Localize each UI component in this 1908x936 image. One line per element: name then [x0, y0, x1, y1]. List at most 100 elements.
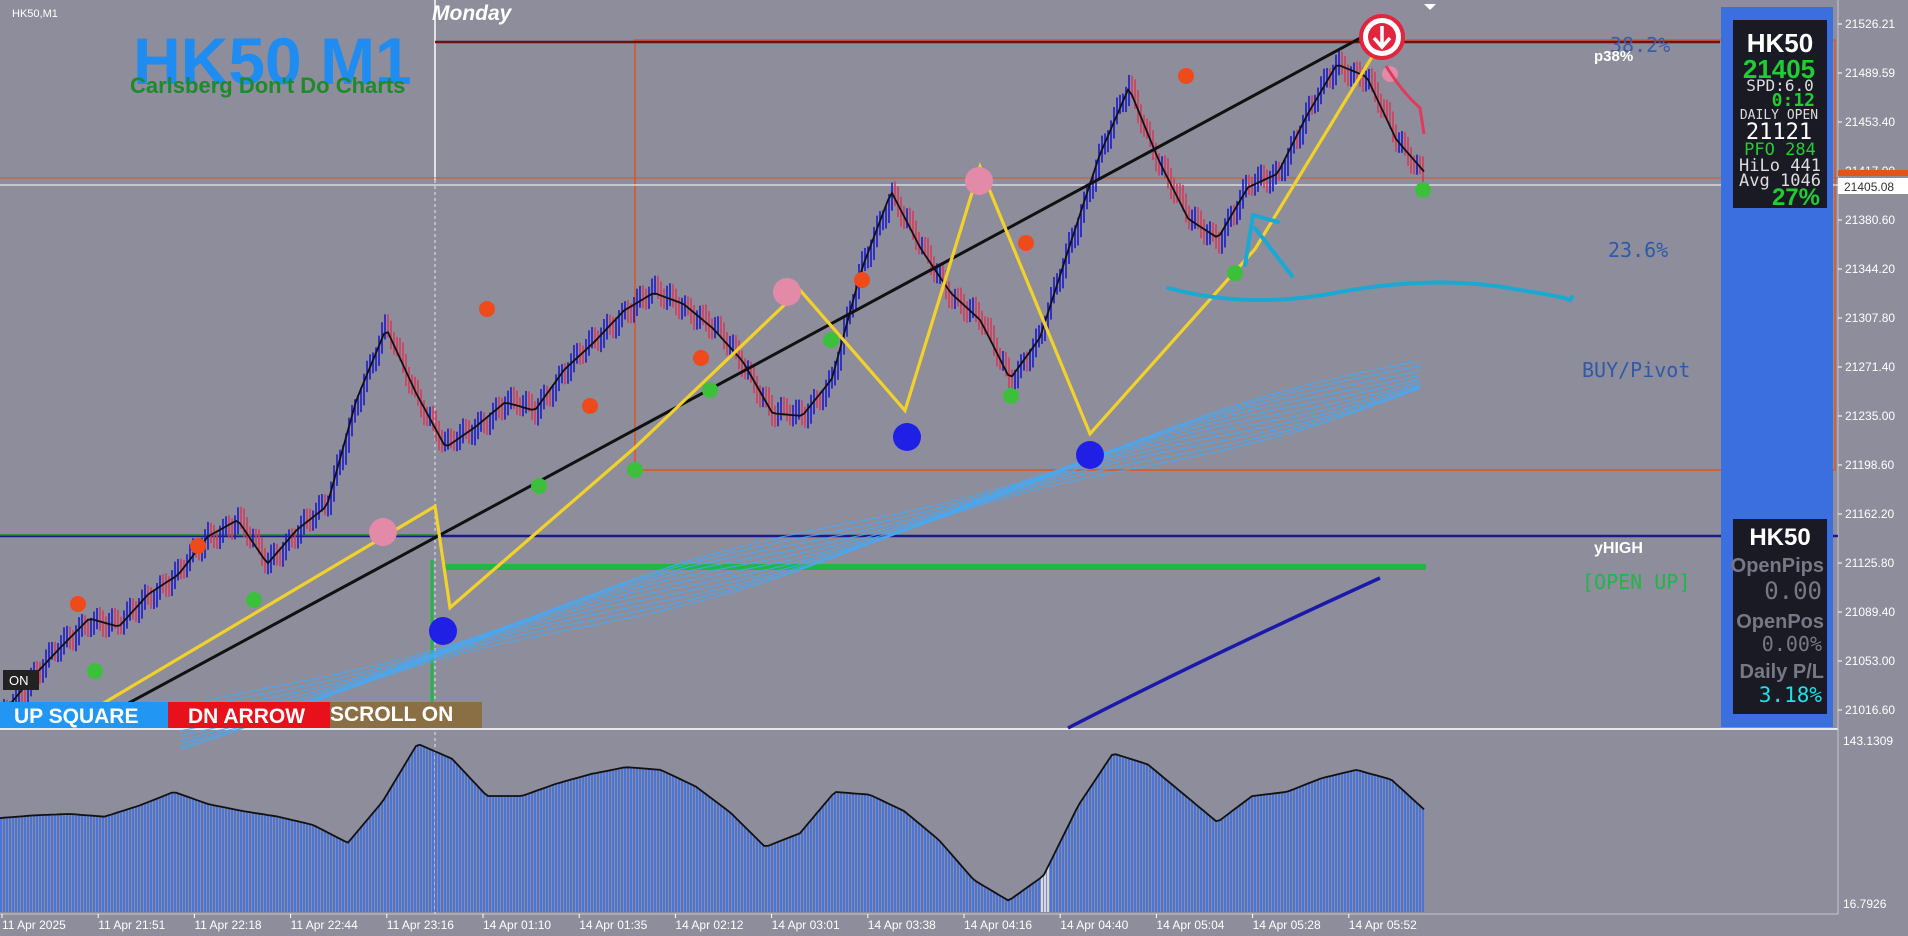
ma-ribbon-line — [179, 387, 1421, 748]
pivot-high-marker — [369, 518, 397, 546]
price-axis: 21526.2121489.5921453.4021417.0021380.60… — [1838, 17, 1895, 717]
svg-text:SCROLL ON: SCROLL ON — [330, 703, 453, 726]
swing-low-marker — [627, 462, 643, 478]
up-square-button[interactable]: UP SQUARE — [0, 702, 168, 728]
price-tick-label: 21489.59 — [1845, 66, 1895, 80]
price-tick-label: 21198.60 — [1845, 458, 1894, 472]
swing-markers — [70, 66, 1431, 679]
ma-ribbon-line — [179, 386, 1421, 745]
info-panel: HK50 21405 SPD:6.0 0:12 DAILY OPEN 21121… — [1733, 20, 1827, 211]
time-tick-label: 14 Apr 05:28 — [1253, 918, 1321, 932]
info-timer: 0:12 — [1772, 90, 1815, 111]
cyan-drawing-curve — [1166, 280, 1574, 303]
info-avg: Avg 1046 — [1739, 171, 1821, 191]
price-tick-label: 21235.00 — [1845, 409, 1895, 423]
swing-low-marker — [823, 332, 839, 348]
oscillator-line — [0, 743, 1425, 902]
swing-high-marker — [582, 398, 598, 414]
yhigh-label: yHIGH — [1594, 540, 1643, 557]
ma-ribbon-line — [179, 370, 1421, 717]
pivot-low-marker — [893, 423, 921, 451]
dn-arrow-button[interactable]: DN ARROW — [168, 702, 330, 728]
swing-low-marker — [702, 382, 718, 398]
pos-open-pips-label: OpenPips — [1731, 555, 1824, 577]
zigzag-line — [79, 42, 1382, 719]
pos-open-pos-label: OpenPos — [1736, 611, 1824, 633]
time-tick-label: 14 Apr 03:38 — [868, 918, 936, 932]
swing-high-marker — [190, 538, 206, 554]
time-tick-label: 14 Apr 04:40 — [1060, 918, 1128, 932]
fib-236-label: 23.6% — [1608, 238, 1668, 262]
trendline — [89, 28, 1376, 726]
on-toggle-button[interactable]: ON — [3, 670, 39, 690]
time-tick-label: 11 Apr 2025 — [2, 918, 66, 932]
time-tick-label: 11 Apr 21:51 — [98, 918, 165, 932]
trend-lines — [79, 28, 1382, 726]
info-symbol: HK50 — [1747, 28, 1813, 58]
pivot-low-marker — [1076, 441, 1104, 469]
scroll-on-button[interactable]: SCROLL ON — [330, 702, 482, 728]
pivot-low-marker — [429, 617, 457, 645]
pos-daily-pl-label: Daily P/L — [1740, 661, 1824, 683]
swing-low-marker — [531, 478, 547, 494]
ma-ribbon — [179, 360, 1421, 751]
pivot-high-marker — [965, 167, 993, 195]
swing-low-marker — [246, 592, 262, 608]
info-daily-open: 21121 — [1746, 120, 1812, 145]
info-pfo: PFO 284 — [1744, 140, 1816, 160]
range-box — [634, 39, 1836, 471]
price-tick-label: 21307.80 — [1845, 311, 1895, 325]
price-tick-label: 21453.40 — [1845, 115, 1895, 129]
symbol-tf-label: HK50,M1 — [12, 8, 58, 20]
p38-label: p38% — [1594, 48, 1633, 65]
swing-low-marker — [1415, 182, 1431, 198]
oscillator-histogram — [0, 743, 1425, 912]
smoothed-price-line — [0, 64, 1425, 718]
candles — [0, 50, 1425, 727]
info-spread: SPD:6.0 — [1746, 76, 1813, 95]
price-tick-label: 21162.20 — [1845, 507, 1894, 521]
info-daily-open-label: DAILY OPEN — [1740, 108, 1818, 123]
price-scale-bg — [1838, 0, 1908, 936]
svg-text:21405.08: 21405.08 — [1844, 180, 1894, 194]
day-label: Monday — [432, 2, 513, 25]
time-tick-label: 14 Apr 04:16 — [964, 918, 1032, 932]
time-axis: 11 Apr 2025 11 Apr 21:51 11 Apr 22:18 11 Ap… — [1, 914, 1417, 932]
info-hilo: HiLo 441 — [1739, 156, 1821, 176]
pos-open-pips: 0.00 — [1764, 577, 1822, 605]
osc-max-label: 143.1309 — [1843, 734, 1893, 748]
swing-high-marker — [693, 350, 709, 366]
price-tick-label: 21053.00 — [1845, 654, 1895, 668]
slow-ma-line — [1067, 576, 1381, 730]
ma-ribbon-line — [179, 387, 1421, 751]
open-up-label: [OPEN UP] — [1582, 570, 1690, 594]
pos-daily-pl: 3.18% — [1759, 683, 1823, 707]
price-tick-label: 21016.60 — [1845, 703, 1895, 717]
svg-text:UP SQUARE: UP SQUARE — [14, 705, 138, 728]
price-tick-label: 21125.80 — [1845, 556, 1894, 570]
price-tick-label: 21089.40 — [1845, 605, 1895, 619]
swing-high-marker — [70, 596, 86, 612]
swing-low-marker — [1227, 265, 1243, 281]
swing-low-marker — [1003, 388, 1019, 404]
time-tick-label: 11 Apr 23:16 — [387, 918, 454, 932]
chart-subtitle: Carlsberg Don't Do Charts — [130, 73, 405, 98]
ma-ribbon-line — [179, 374, 1421, 722]
pos-symbol: HK50 — [1749, 524, 1810, 551]
time-tick-label: 11 Apr 22:18 — [194, 918, 261, 932]
swing-high-marker — [854, 272, 870, 288]
time-tick-label: 14 Apr 02:12 — [675, 918, 743, 932]
ma-ribbon-line — [179, 378, 1421, 727]
pivot-high-marker — [773, 278, 801, 306]
time-tick-label: 11 Apr 22:44 — [291, 918, 358, 932]
pos-open-pos: 0.00% — [1762, 632, 1822, 656]
red-drawing-hook — [1384, 65, 1426, 135]
time-tick-label: 14 Apr 03:01 — [772, 918, 840, 932]
position-panel: HK50 OpenPips 0.00 OpenPos 0.00% Daily P… — [1731, 519, 1827, 714]
buy-pivot-label: BUY/Pivot — [1582, 358, 1690, 382]
cyan-drawing-hook — [1243, 212, 1294, 278]
time-tick-label: 14 Apr 05:52 — [1349, 918, 1417, 932]
price-tick-label: 21526.21 — [1845, 17, 1895, 31]
svg-text:ON: ON — [9, 673, 29, 688]
